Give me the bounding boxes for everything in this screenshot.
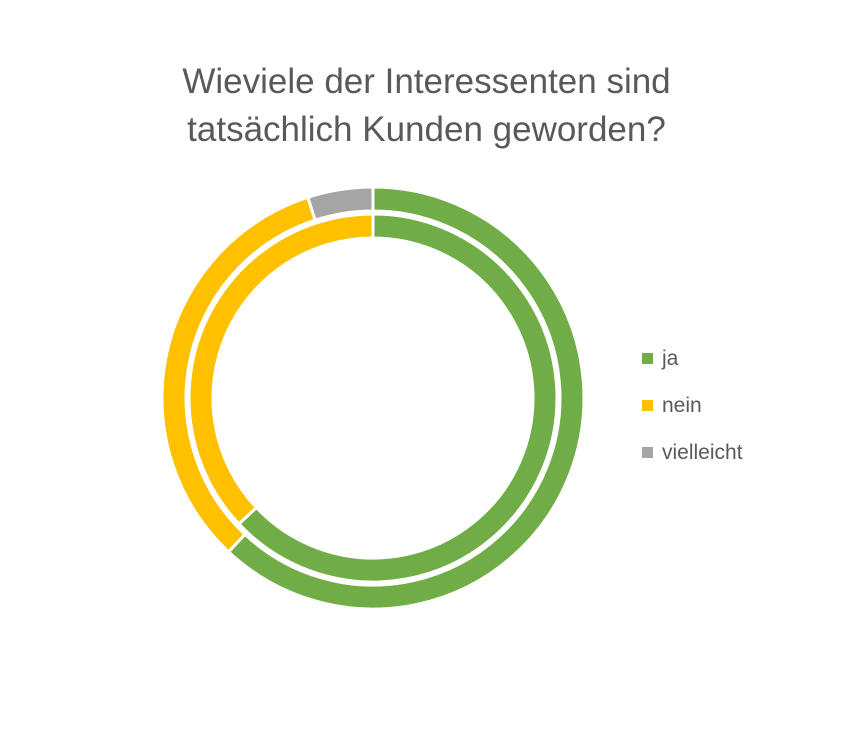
legend-item-vielleicht: vielleicht (642, 429, 743, 476)
legend-label-vielleicht: vielleicht (662, 440, 743, 464)
legend-label-ja: ja (662, 346, 679, 370)
legend: ja nein vielleicht (642, 335, 743, 476)
legend-item-nein: nein (642, 382, 743, 429)
chart-title-line-2: tatsächlich Kunden geworden? (187, 110, 666, 149)
chart-title: Wieviele der Interessenten sind tatsächl… (0, 58, 853, 154)
legend-swatch-nein (642, 400, 653, 411)
ring-1-slice-vielleicht (305, 185, 375, 223)
legend-swatch-vielleicht (642, 447, 653, 458)
chart-title-line-1: Wieviele der Interessenten sind (182, 62, 671, 101)
legend-item-ja: ja (642, 335, 743, 382)
legend-swatch-ja (642, 353, 653, 364)
ring-2-slice-nein (187, 212, 375, 527)
legend-label-nein: nein (662, 393, 702, 417)
